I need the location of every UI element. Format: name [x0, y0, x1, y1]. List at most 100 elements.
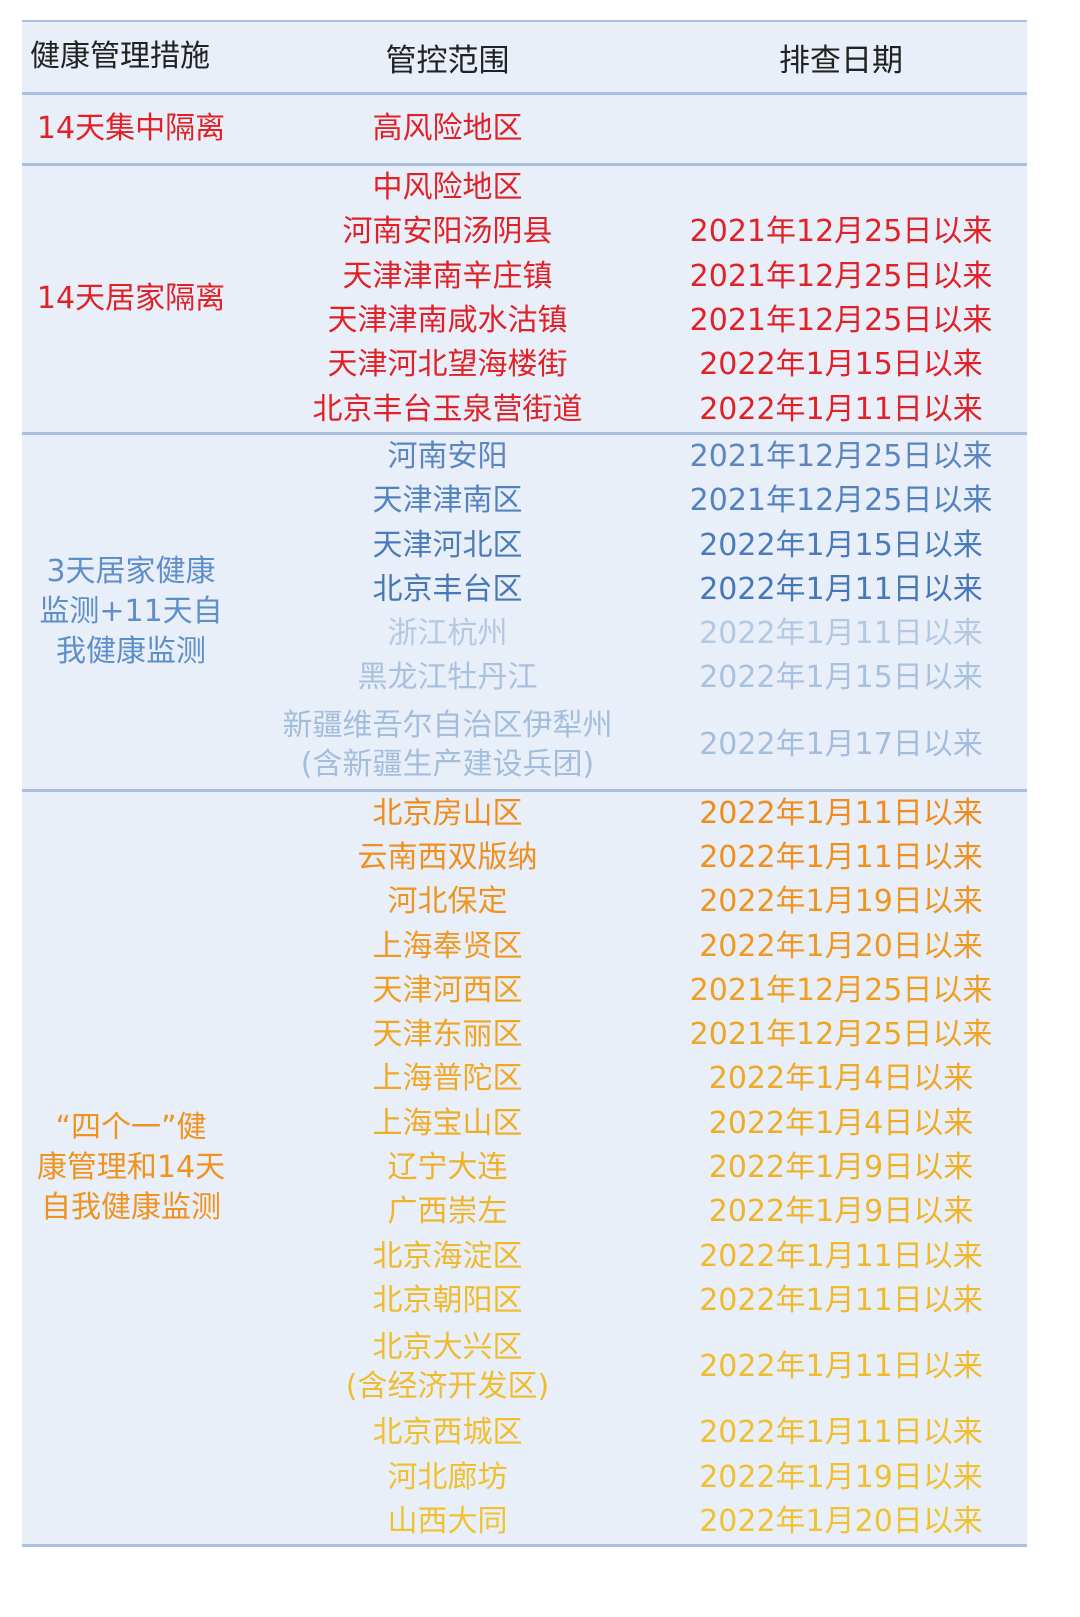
date-cell: 2022年1月9日以来	[708, 1194, 974, 1230]
table-row: 山西大同 2022年1月20日以来	[240, 1500, 1027, 1544]
table-row: 北京房山区 2022年1月11日以来	[240, 792, 1027, 836]
scope-cell: 北京大兴区 (含经济开发区)	[240, 1328, 655, 1406]
health-measures-table: 健康管理措施 管控范围 排查日期 14天集中隔离 高风险地区 14天居家隔离 中风险地…	[22, 20, 1027, 1548]
table-body: 14天集中隔离 高风险地区 14天居家隔离 中风险地区河南安阳汤阴县 2021年12月2…	[22, 95, 1027, 1548]
table-row: 北京丰台玉泉营街道 2022年1月11日以来	[240, 387, 1027, 431]
date-cell: 2021年12月25日以来	[689, 972, 993, 1008]
date-cell: 2022年1月11日以来	[699, 1282, 983, 1318]
table-row: 天津河北望海楼街 2022年1月15日以来	[240, 343, 1027, 387]
table-row: 黑龙江牡丹江 2022年1月15日以来	[240, 656, 1027, 700]
measure-text: 14天居家隔离	[36, 280, 226, 316]
table-row: 中风险地区	[240, 166, 1027, 210]
measure-group: 3天居家健康 监测+11天自 我健康监测 河南安阳 2021年12月25日以来 天津津南区…	[22, 435, 1027, 792]
scope-cell: 北京海淀区	[240, 1237, 655, 1277]
measure-cell: 14天居家隔离	[22, 166, 240, 432]
table-row: 河南安阳 2021年12月25日以来	[240, 435, 1027, 479]
scope-cell: 北京西城区	[240, 1413, 655, 1453]
scope-text: 河北保定	[387, 884, 508, 920]
table-row: 北京海淀区 2022年1月11日以来	[240, 1235, 1027, 1279]
scope-cell: 河南安阳汤阴县	[240, 212, 655, 252]
scope-text: 天津河北望海楼街	[327, 347, 568, 383]
scope-text: 上海普陀区	[372, 1061, 523, 1097]
date-cell: 2022年1月11日以来	[699, 391, 983, 427]
scope-text: 北京丰台区	[372, 571, 523, 607]
scope-cell: 新疆维吾尔自治区伊犁州 (含新疆生产建设兵团)	[240, 706, 655, 784]
date-cell: 2022年1月15日以来	[699, 527, 983, 563]
scope-cell: 河北廊坊	[240, 1458, 655, 1498]
table-row: 浙江杭州 2022年1月11日以来	[240, 612, 1027, 656]
table-row: 天津津南区 2021年12月25日以来	[240, 479, 1027, 523]
scope-text: 北京房山区	[372, 795, 523, 831]
header-date: 排查日期	[779, 42, 903, 79]
table-row: 天津河西区 2021年12月25日以来	[240, 969, 1027, 1013]
measure-cell: “四个一”健 康管理和14天 自我健康监测	[22, 792, 240, 1544]
scope-text: 天津津南辛庄镇	[342, 258, 553, 294]
measure-line: 我健康监测	[56, 633, 206, 669]
date-cell: 2022年1月11日以来	[699, 616, 983, 652]
scope-cell: 高风险地区	[240, 109, 655, 149]
date-cell: 2022年1月15日以来	[699, 347, 983, 383]
scope-text: 北京海淀区	[372, 1238, 523, 1274]
scope-text: 上海奉贤区	[372, 928, 523, 964]
scope-text: 黑龙江牡丹江	[357, 660, 538, 696]
date-cell: 2022年1月19日以来	[699, 884, 983, 920]
measure-line: 监测+11天自	[39, 593, 223, 629]
table-row: 北京朝阳区 2022年1月11日以来	[240, 1279, 1027, 1323]
date-cell: 2022年1月17日以来	[699, 726, 983, 762]
table-row: 河南安阳汤阴县 2021年12月25日以来	[240, 210, 1027, 254]
scope-text: 云南西双版纳	[357, 840, 538, 875]
table-row: 新疆维吾尔自治区伊犁州 (含新疆生产建设兵团) 2022年1月17日以来	[240, 701, 1027, 789]
scope-text: 北京西城区	[372, 1415, 523, 1451]
table-row: 高风险地区	[240, 95, 1027, 163]
table-row: 河北保定 2022年1月19日以来	[240, 880, 1027, 924]
scope-cell: 云南西双版纳	[240, 838, 655, 878]
scope-cell: 天津河北望海楼街	[240, 345, 655, 385]
scope-text: 北京大兴区	[372, 1330, 523, 1366]
scope-cell: 天津河北区	[240, 526, 655, 566]
scope-cell: 黑龙江牡丹江	[240, 658, 655, 698]
table-row: 天津津南辛庄镇 2021年12月25日以来	[240, 255, 1027, 299]
measure-group: 14天集中隔离 高风险地区	[22, 95, 1027, 166]
scope-text: 中风险地区	[372, 170, 523, 206]
scope-text: (含新疆生产建设兵团)	[300, 746, 595, 782]
scope-cell: 上海奉贤区	[240, 927, 655, 967]
table-row: 北京西城区 2022年1月11日以来	[240, 1411, 1027, 1455]
measure-line: 自我健康监测	[41, 1189, 221, 1225]
measure-cell: 3天居家健康 监测+11天自 我健康监测	[22, 435, 240, 789]
scope-cell: 辽宁大连	[240, 1148, 655, 1188]
scope-text: (含经济开发区)	[345, 1369, 550, 1405]
header-scope: 管控范围	[385, 42, 510, 79]
scope-text: 北京丰台玉泉营街道	[312, 391, 583, 427]
scope-cell: 天津河西区	[240, 971, 655, 1011]
table-row: 上海普陀区 2022年1月4日以来	[240, 1057, 1027, 1101]
date-cell: 2022年1月11日以来	[699, 1415, 983, 1451]
scope-text: 山西大同	[387, 1503, 508, 1539]
scope-text: 河南安阳	[387, 438, 508, 474]
scope-cell: 北京朝阳区	[240, 1281, 655, 1321]
date-cell: 2021年12月25日以来	[689, 258, 993, 294]
scope-text: 北京朝阳区	[372, 1282, 523, 1318]
table-row: 云南西双版纳 2022年1月11日以来	[240, 836, 1027, 880]
date-cell: 2021年12月25日以来	[689, 1017, 993, 1053]
scope-cell: 广西崇左	[240, 1192, 655, 1232]
table-row: 河北廊坊 2022年1月19日以来	[240, 1455, 1027, 1499]
scope-text: 河南安阳汤阴县	[342, 214, 553, 250]
date-cell: 2021年12月25日以来	[689, 214, 993, 250]
scope-cell: 天津津南咸水沽镇	[240, 301, 655, 341]
table-row: 天津东丽区 2021年12月25日以来	[240, 1013, 1027, 1057]
measure-text: 14天集中隔离	[36, 111, 226, 146]
date-cell: 2022年1月11日以来	[699, 1349, 983, 1385]
date-cell: 2021年12月25日以来	[689, 303, 993, 339]
table-header: 健康管理措施 管控范围 排查日期	[22, 22, 1027, 95]
scope-cell: 北京丰台玉泉营街道	[240, 390, 655, 430]
date-cell: 2022年1月20日以来	[699, 928, 983, 964]
scope-text: 浙江杭州	[387, 616, 508, 652]
table-row: 上海奉贤区 2022年1月20日以来	[240, 924, 1027, 968]
scope-text: 河北廊坊	[387, 1459, 508, 1495]
scope-cell: 北京房山区	[240, 794, 655, 834]
scope-cell: 山西大同	[240, 1502, 655, 1542]
scope-text: 高风险地区	[372, 111, 523, 146]
scope-cell: 河南安阳	[240, 437, 655, 477]
date-cell: 2022年1月11日以来	[699, 571, 983, 607]
table-row: 天津河北区 2022年1月15日以来	[240, 523, 1027, 567]
